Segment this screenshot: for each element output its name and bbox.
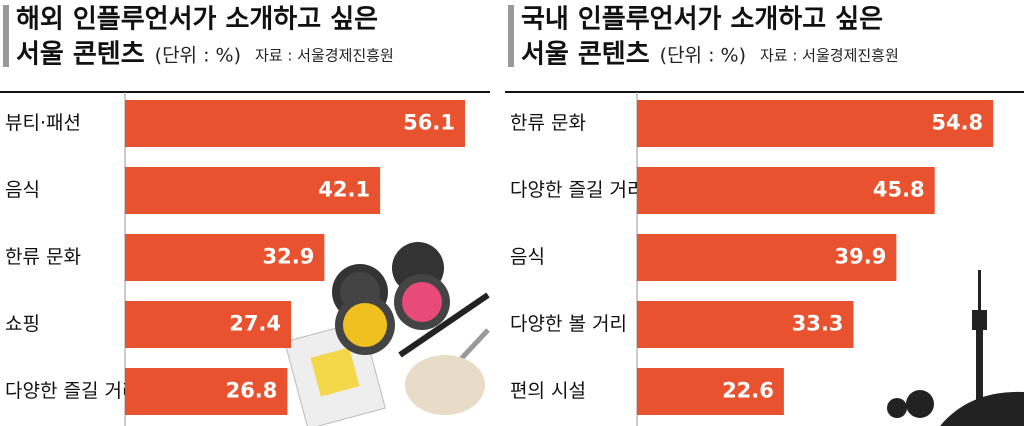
chart-title: 서울 콘텐츠 bbox=[16, 40, 145, 70]
title-accent bbox=[3, 5, 9, 67]
bar bbox=[125, 301, 292, 348]
bar bbox=[125, 234, 325, 281]
value-label: 56.1 bbox=[403, 111, 455, 135]
category-label: 음식 bbox=[5, 179, 40, 201]
unit-label: (단위 : %) bbox=[155, 45, 241, 67]
bar bbox=[125, 167, 381, 214]
value-label: 26.8 bbox=[226, 379, 278, 403]
chart-title: 국내 인플루언서가 소개하고 싶은 bbox=[521, 5, 883, 35]
value-label: 27.4 bbox=[229, 312, 281, 336]
bar bbox=[637, 368, 784, 415]
value-label: 42.1 bbox=[318, 178, 370, 202]
bar bbox=[125, 100, 465, 147]
value-label: 54.8 bbox=[931, 111, 983, 135]
bar bbox=[637, 100, 994, 147]
chart-title: 해외 인플루언서가 소개하고 싶은 bbox=[16, 5, 378, 35]
category-label: 편의 시설 bbox=[510, 380, 586, 402]
makeup-illustration bbox=[284, 242, 490, 426]
category-label: 뷰티·패션 bbox=[5, 112, 81, 134]
bar bbox=[637, 167, 935, 214]
value-label: 33.3 bbox=[792, 312, 844, 336]
category-label: 음식 bbox=[510, 246, 545, 268]
chart-title: 서울 콘텐츠 bbox=[521, 40, 650, 70]
source-label: 자료 : 서울경제진흥원 bbox=[760, 47, 899, 65]
source-label: 자료 : 서울경제진흥원 bbox=[255, 47, 394, 65]
category-label: 다양한 볼 거리 bbox=[510, 313, 627, 335]
category-label: 한류 문화 bbox=[510, 112, 586, 134]
category-label: 한류 문화 bbox=[5, 246, 81, 268]
bar bbox=[125, 368, 288, 415]
title-accent bbox=[508, 5, 514, 67]
category-label: 쇼핑 bbox=[5, 313, 40, 335]
unit-label: (단위 : %) bbox=[660, 45, 746, 67]
value-label: 32.9 bbox=[263, 245, 315, 269]
category-label: 다양한 즐길 거리 bbox=[5, 380, 139, 402]
value-label: 22.6 bbox=[722, 379, 774, 403]
bar bbox=[637, 301, 854, 348]
tower-illustration bbox=[887, 270, 1024, 426]
value-label: 45.8 bbox=[873, 178, 925, 202]
category-label: 다양한 즐길 거리 bbox=[510, 179, 644, 201]
bar bbox=[637, 234, 897, 281]
value-label: 39.9 bbox=[835, 245, 887, 269]
